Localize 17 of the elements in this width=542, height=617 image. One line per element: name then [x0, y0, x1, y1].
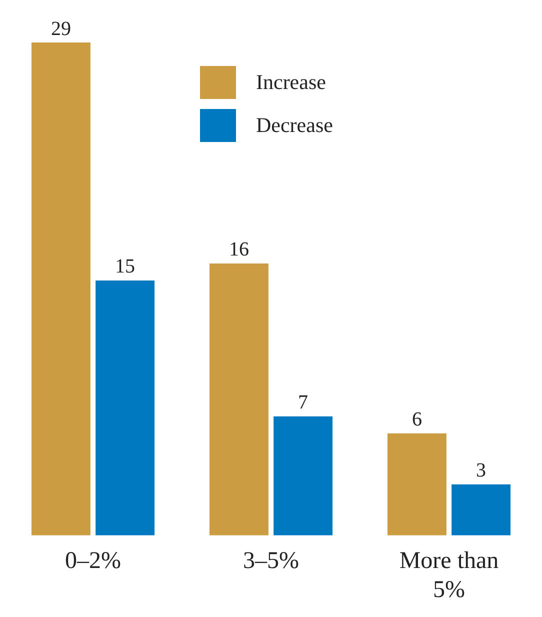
bar — [209, 263, 268, 536]
bar — [31, 42, 90, 536]
data-label: 3 — [476, 460, 486, 482]
x-tick-label: 0–2% — [65, 548, 121, 574]
bar — [387, 433, 446, 536]
bar — [96, 280, 155, 536]
data-label: 16 — [228, 238, 249, 261]
x-tick-label: 3–5% — [243, 548, 299, 574]
legend-label: Decrease — [256, 113, 333, 138]
x-tick-label: More than 5% — [399, 548, 499, 603]
bar — [452, 484, 511, 536]
bar — [274, 416, 333, 536]
legend-label: Increase — [256, 70, 326, 95]
data-label: 29 — [50, 18, 71, 40]
data-label: 7 — [298, 392, 308, 414]
data-label: 15 — [115, 256, 136, 278]
data-label: 6 — [412, 408, 422, 431]
